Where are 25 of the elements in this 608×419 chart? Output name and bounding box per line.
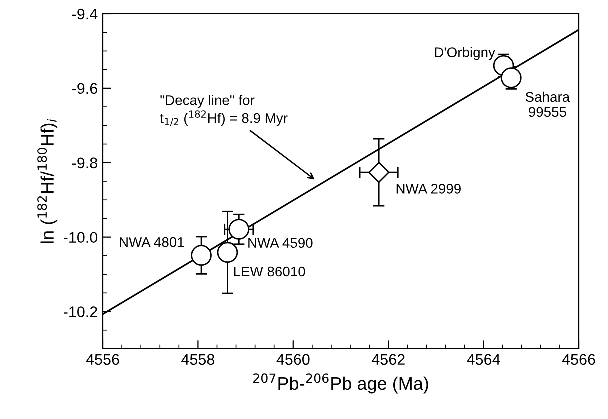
series-label: LEW 86010 bbox=[234, 266, 306, 277]
series-label: D'Orbigny bbox=[435, 47, 496, 60]
y-tick-label: -10.0 bbox=[64, 232, 98, 244]
annotation: "Decay line" for t$_{1/2}$ ($^{182}$Hf) = 8.9 Myr bbox=[160, 95, 288, 126]
point bbox=[191, 245, 212, 266]
x-tick-label: 4562 bbox=[372, 354, 405, 366]
x-tick-label: 4564 bbox=[467, 354, 500, 366]
series-label: NWA 2999 bbox=[396, 184, 461, 194]
point bbox=[228, 219, 250, 240]
series-label: NWA 4801 bbox=[120, 237, 184, 248]
x-tick-label: 4558 bbox=[182, 354, 215, 366]
x-tick-label: 4556 bbox=[86, 354, 120, 366]
x-axis-title: $^{207}$Pb-$^{206}$Pb age (Ma) bbox=[254, 374, 428, 394]
point bbox=[368, 162, 390, 184]
point bbox=[500, 68, 522, 88]
point bbox=[217, 242, 238, 264]
y-tick-label: -9.4 bbox=[72, 8, 98, 20]
y-tick-label: -9.8 bbox=[72, 158, 98, 169]
series-label: NWA 4590 bbox=[248, 238, 313, 248]
x-tick-label: 4560 bbox=[276, 354, 310, 366]
x-tick-label: 4566 bbox=[562, 354, 596, 366]
y-tick-label: -10.2 bbox=[64, 306, 98, 318]
y-axis-title: ln ($^{182}$Hf/$^{180}$Hf)$_{i}$ bbox=[38, 119, 58, 244]
y-tick-label: -9.6 bbox=[72, 83, 98, 94]
series-label: Sahara 99555 bbox=[526, 92, 570, 118]
